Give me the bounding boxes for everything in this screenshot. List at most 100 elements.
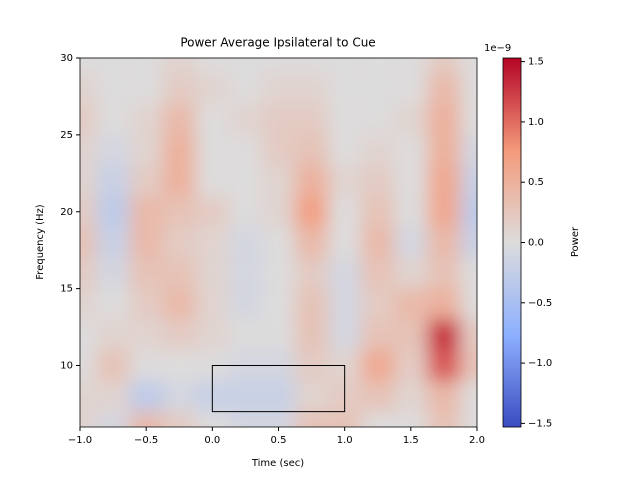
heat-cell xyxy=(96,288,130,320)
heat-cell xyxy=(361,165,395,197)
heat-cell xyxy=(96,319,130,351)
heat-cell xyxy=(261,134,296,166)
heat-cell xyxy=(328,73,362,105)
heat-cell xyxy=(162,165,196,197)
heat-cell xyxy=(129,134,163,166)
heat-cell xyxy=(361,73,395,105)
heat-cell xyxy=(162,134,196,166)
heat-cell xyxy=(96,196,130,228)
heat-cell xyxy=(361,58,395,74)
heat-cell xyxy=(80,73,97,105)
heat-cell xyxy=(394,411,428,427)
heat-cell xyxy=(129,257,163,289)
heat-cell xyxy=(328,165,362,197)
heat-cell xyxy=(460,227,477,258)
heat-cell xyxy=(460,165,477,197)
heat-cell xyxy=(261,380,296,412)
heat-cell xyxy=(96,73,130,105)
heat-cell xyxy=(394,350,428,381)
heat-cell xyxy=(162,58,196,74)
heat-cell xyxy=(427,58,461,74)
heat-cell xyxy=(361,134,395,166)
heat-cell xyxy=(261,411,296,427)
heat-cell xyxy=(96,165,130,197)
heat-cell xyxy=(460,288,477,320)
heatmap xyxy=(80,58,477,427)
heat-cell xyxy=(129,380,163,412)
x-tick-label: −1.0 xyxy=(68,435,92,446)
chart-title: Power Average Ipsilateral to Cue xyxy=(180,36,375,50)
annotation-box xyxy=(211,365,346,413)
heat-cell xyxy=(427,73,461,105)
heat-cell xyxy=(80,58,97,74)
heat-cell xyxy=(80,196,97,228)
heat-cell xyxy=(460,134,477,166)
heat-cell xyxy=(295,257,329,289)
heat-cell xyxy=(162,288,196,320)
heat-cell xyxy=(228,134,262,166)
heat-cell xyxy=(361,104,395,135)
heat-cell xyxy=(394,104,428,135)
colorbar-label: Power xyxy=(570,226,581,257)
heat-cell xyxy=(228,257,262,289)
colorbar-tick-label: −1.0 xyxy=(528,358,552,369)
heat-cell xyxy=(361,350,395,381)
y-tick-label: 10 xyxy=(60,361,73,372)
heat-cell xyxy=(228,411,262,427)
heat-cell xyxy=(162,73,196,105)
heat-cell xyxy=(162,257,196,289)
heat-cell xyxy=(96,227,130,258)
heat-cell xyxy=(295,104,329,135)
x-tick-label: 1.5 xyxy=(403,435,419,446)
heat-cell xyxy=(295,165,329,197)
heat-cell xyxy=(361,196,395,228)
heat-cell xyxy=(129,104,163,135)
x-tick-label: −0.5 xyxy=(134,435,158,446)
heat-cell xyxy=(80,257,97,289)
heat-cell xyxy=(195,134,229,166)
heat-cell xyxy=(328,104,362,135)
x-tick-label: 0.5 xyxy=(271,435,287,446)
heat-cell xyxy=(295,227,329,258)
heat-cell xyxy=(295,319,329,351)
y-tick-label: 25 xyxy=(60,130,73,141)
colorbar-tick-label: 1.0 xyxy=(528,117,544,128)
heat-cell xyxy=(228,73,262,105)
heat-cell xyxy=(460,58,477,74)
heatmap-cells xyxy=(80,58,477,427)
heat-cell xyxy=(162,319,196,351)
heat-cell xyxy=(427,104,461,135)
colorbar-tick-label: −0.5 xyxy=(528,298,552,309)
heat-cell xyxy=(361,227,395,258)
x-tick-label: 0.0 xyxy=(204,435,220,446)
colorbar-tick-label: 1.5 xyxy=(528,57,544,68)
heat-cell xyxy=(162,411,196,427)
heat-cell xyxy=(328,134,362,166)
heat-cell xyxy=(228,288,262,320)
heat-cell xyxy=(80,134,97,166)
heat-cell xyxy=(460,380,477,412)
y-tick-label: 30 xyxy=(60,53,73,64)
heat-cell xyxy=(460,319,477,351)
heat-cell xyxy=(295,411,329,427)
heat-cell xyxy=(460,196,477,228)
heat-cell xyxy=(328,319,362,351)
heat-cell xyxy=(129,350,163,381)
x-axis-label: Time (sec) xyxy=(251,458,304,469)
heat-cell xyxy=(261,319,296,351)
heat-cell xyxy=(195,58,229,74)
heat-cell xyxy=(460,257,477,289)
heat-cell xyxy=(96,58,130,74)
heat-cell xyxy=(394,165,428,197)
heat-cell xyxy=(228,227,262,258)
heat-cell xyxy=(361,411,395,427)
heat-cell xyxy=(295,58,329,74)
heat-cell xyxy=(96,104,130,135)
heat-cell xyxy=(394,380,428,412)
heat-cell xyxy=(427,319,461,351)
heat-cell xyxy=(228,380,262,412)
heat-cell xyxy=(80,380,97,412)
colorbar-tick-label: −1.5 xyxy=(528,418,552,429)
heat-cell xyxy=(96,411,130,427)
